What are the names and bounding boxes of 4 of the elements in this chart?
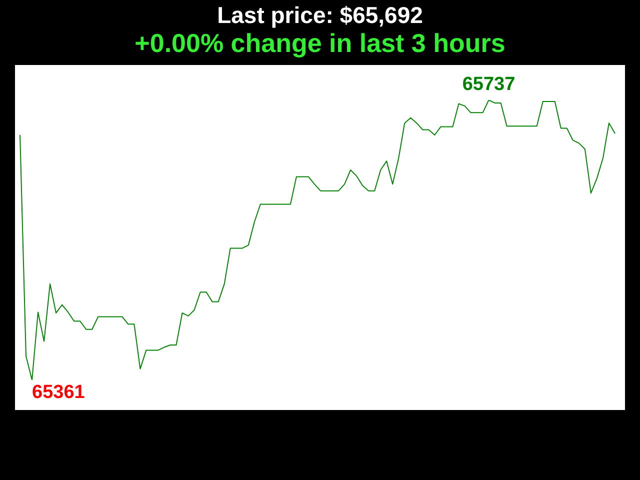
- chart-title: Last price: $65,692: [216, 2, 424, 29]
- data-label: 65737: [462, 74, 516, 95]
- data-label: 65361: [32, 382, 86, 403]
- chart-subtitle: +0.00% change in last 3 hours: [134, 28, 506, 59]
